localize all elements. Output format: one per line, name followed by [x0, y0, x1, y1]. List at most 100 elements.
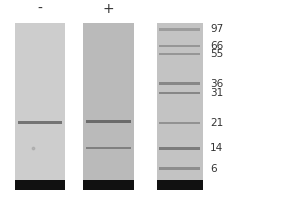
Bar — [15, 93, 65, 96]
Bar — [15, 114, 65, 117]
Bar — [15, 135, 65, 138]
Bar — [157, 167, 203, 169]
Bar — [157, 109, 203, 112]
Bar — [157, 36, 203, 38]
Bar — [157, 104, 203, 107]
Bar — [83, 148, 134, 151]
Bar — [83, 25, 134, 28]
Bar — [83, 122, 134, 125]
Bar — [83, 78, 134, 80]
Text: 66: 66 — [210, 41, 224, 51]
Bar — [83, 88, 134, 91]
Bar — [15, 96, 65, 99]
Bar — [83, 54, 134, 57]
Bar — [15, 154, 65, 156]
Bar — [83, 138, 134, 141]
Bar — [15, 33, 65, 36]
Bar — [160, 167, 200, 170]
Bar — [15, 83, 65, 86]
Bar — [157, 73, 203, 75]
Bar — [157, 70, 203, 73]
Bar — [15, 125, 65, 128]
Text: -: - — [38, 2, 43, 16]
Bar — [15, 177, 65, 180]
Bar — [86, 120, 130, 123]
Bar — [15, 130, 65, 133]
Bar — [15, 148, 65, 151]
Bar — [83, 65, 134, 67]
Bar — [15, 180, 65, 190]
Bar — [83, 125, 134, 128]
Bar — [83, 96, 134, 99]
Text: 55: 55 — [210, 49, 224, 59]
Bar — [15, 133, 65, 135]
Bar — [157, 93, 203, 96]
Bar — [157, 128, 203, 130]
Bar — [157, 169, 203, 172]
Bar — [15, 101, 65, 104]
Bar — [15, 138, 65, 141]
Bar — [15, 23, 65, 25]
Bar — [83, 128, 134, 130]
Bar — [157, 133, 203, 135]
Bar — [157, 175, 203, 177]
Bar — [15, 78, 65, 80]
Bar — [160, 122, 200, 124]
Bar — [157, 148, 203, 151]
Bar — [157, 180, 203, 190]
Bar — [83, 175, 134, 177]
Bar — [157, 91, 203, 93]
Bar — [157, 130, 203, 133]
Bar — [157, 112, 203, 114]
Bar — [157, 31, 203, 33]
Bar — [83, 112, 134, 114]
Bar — [15, 70, 65, 73]
Bar — [15, 44, 65, 46]
Bar — [157, 33, 203, 36]
Bar — [83, 99, 134, 101]
Bar — [15, 167, 65, 169]
Bar — [83, 31, 134, 33]
Bar — [83, 86, 134, 88]
Bar — [15, 164, 65, 167]
Bar — [83, 109, 134, 112]
Bar — [157, 156, 203, 159]
Bar — [15, 38, 65, 41]
Bar — [15, 62, 65, 65]
Bar — [157, 138, 203, 141]
Bar — [83, 167, 134, 169]
Bar — [83, 107, 134, 109]
Bar — [15, 159, 65, 162]
Bar — [157, 38, 203, 41]
Bar — [83, 135, 134, 138]
Bar — [83, 33, 134, 36]
Bar — [83, 180, 134, 190]
Bar — [160, 92, 200, 94]
Bar — [15, 46, 65, 49]
Bar — [157, 125, 203, 128]
Bar — [83, 73, 134, 75]
Bar — [83, 67, 134, 70]
Bar — [157, 23, 203, 25]
Bar — [157, 62, 203, 65]
Bar — [157, 88, 203, 91]
Bar — [160, 147, 200, 150]
Bar — [157, 78, 203, 80]
Bar — [157, 52, 203, 54]
Bar — [83, 159, 134, 162]
Bar — [160, 45, 200, 47]
Bar — [83, 41, 134, 44]
Bar — [157, 28, 203, 31]
Bar — [157, 80, 203, 83]
Bar — [157, 162, 203, 164]
Bar — [83, 93, 134, 96]
Bar — [15, 175, 65, 177]
Bar — [15, 156, 65, 159]
Bar — [15, 73, 65, 75]
Bar — [160, 82, 200, 85]
Bar — [157, 41, 203, 44]
Bar — [15, 151, 65, 154]
Bar — [160, 53, 200, 55]
Bar — [83, 28, 134, 31]
Bar — [15, 31, 65, 33]
